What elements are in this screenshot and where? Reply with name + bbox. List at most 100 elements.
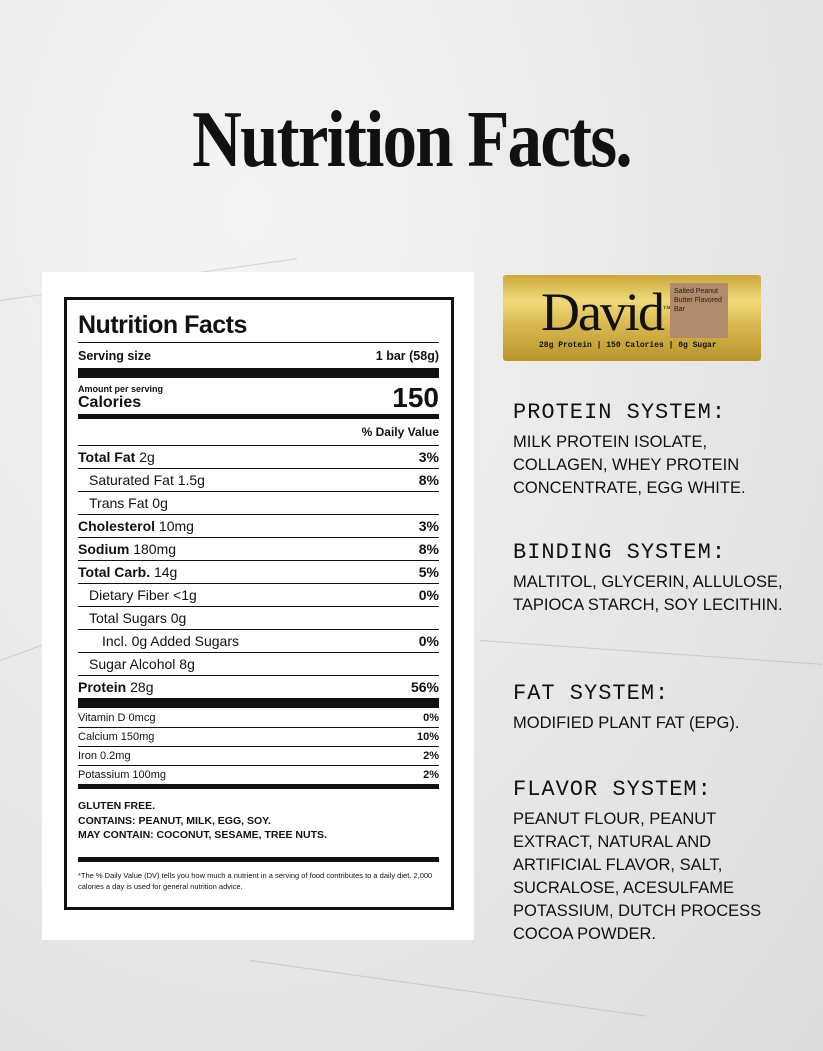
nutrient-dv: 8% [418, 541, 439, 557]
divider [78, 856, 439, 862]
nutrient-label: Cholesterol [78, 518, 156, 534]
nutrient-amount: 28g [130, 679, 154, 695]
flavor-system: FLAVOR SYSTEM: PEANUT FLOUR, PEANUT EXTR… [513, 777, 793, 946]
calories-label: Calories [78, 394, 142, 411]
vitamin-name: Calcium 150mg [78, 731, 155, 743]
nutrient-amount: 1.5g [177, 472, 205, 488]
vitamin-dv: 10% [416, 731, 439, 743]
nutrient-name: Sodium 180mg [78, 541, 176, 557]
system-body: MODIFIED PLANT FAT (EPG). [513, 714, 740, 732]
allergen-info: GLUTEN FREE. CONTAINS: PEANUT, MILK, EGG… [78, 789, 439, 857]
divider [78, 698, 439, 708]
brand-logo: David™ [541, 281, 671, 343]
nutrient-name: Saturated Fat 1.5g [89, 472, 205, 488]
product-strip: 28g Protein | 150 Calories | 0g Sugar [539, 341, 717, 350]
serving-size-label: Serving size [78, 348, 151, 363]
nutrient-label: Saturated Fat [89, 472, 174, 488]
nutrient-name: Total Carb. 14g [78, 564, 177, 580]
trademark: ™ [662, 304, 671, 313]
nutrient-row: Total Carb. 14g 5% [78, 560, 439, 583]
nutrient-dv: 56% [410, 679, 439, 695]
nutrient-label: Total Fat [78, 449, 136, 465]
nutrient-row: Sugar Alcohol 8g [78, 652, 439, 675]
divider [78, 368, 439, 378]
vitamin-dv: 2% [423, 750, 439, 762]
protein-system: PROTEIN SYSTEM: MILK PROTEIN ISOLATE, CO… [513, 400, 793, 500]
amount-per-serving: Amount per serving [78, 384, 164, 394]
nutrient-label: Incl. 0g Added Sugars [102, 633, 239, 649]
nutrient-row: Incl. 0g Added Sugars 0% [78, 629, 439, 652]
nutrient-dv: 8% [418, 472, 439, 488]
divider [78, 784, 439, 789]
marble-vein [479, 640, 823, 665]
nutrient-dv: 5% [418, 564, 439, 580]
nutrient-amount: 0g [170, 610, 187, 626]
nutrient-name: Sugar Alcohol 8g [89, 656, 195, 672]
nutrient-row: Sodium 180mg 8% [78, 537, 439, 560]
system-heading: PROTEIN SYSTEM: [513, 400, 727, 425]
nutrient-name: Total Sugars 0g [89, 610, 186, 626]
allergen-line: MAY CONTAIN: COCONUT, SESAME, TREE NUTS. [78, 829, 327, 841]
nutrient-label: Sugar Alcohol [89, 656, 176, 672]
nutrient-name: Trans Fat 0g [89, 495, 168, 511]
nutrient-row: Total Fat 2g 3% [78, 445, 439, 468]
nutrient-row: Total Sugars 0g [78, 606, 439, 629]
nutrient-name: Total Fat 2g [78, 449, 155, 465]
nutrient-label: Protein [78, 679, 127, 695]
fat-system: FAT SYSTEM: MODIFIED PLANT FAT (EPG). [513, 681, 793, 735]
label-title: Nutrition Facts [78, 311, 247, 339]
vitamin-dv: 0% [423, 711, 439, 724]
nutrient-amount: 14g [153, 564, 178, 580]
nutrient-label: Total Carb. [78, 564, 151, 580]
nutrient-label: Sodium [78, 541, 130, 557]
vitamin-name: Potassium 100mg [78, 769, 167, 781]
system-body: PEANUT FLOUR, PEANUT EXTRACT, NATURAL AN… [513, 810, 762, 943]
nutrient-amount: 10mg [158, 518, 194, 534]
footnote: *The % Daily Value (DV) tells you how mu… [78, 870, 433, 891]
calories-value: 150 [392, 382, 439, 413]
vitamin-row: Vitamin D 0mcg 0% [78, 708, 439, 727]
divider [78, 414, 439, 419]
vitamin-name: Iron 0.2mg [78, 750, 131, 762]
vitamin-row: Iron 0.2mg 2% [78, 746, 439, 765]
nutrient-amount: <1g [173, 587, 197, 603]
nutrient-dv: 0% [418, 587, 439, 603]
nutrient-name: Cholesterol 10mg [78, 518, 194, 534]
nutrient-amount: 2g [139, 449, 155, 465]
nutrient-row: Dietary Fiber <1g 0% [78, 583, 439, 606]
vitamin-name: Vitamin D 0mcg [78, 711, 156, 724]
system-heading: FLAVOR SYSTEM: [513, 777, 712, 802]
page-title: Nutrition Facts. [192, 96, 632, 184]
nutrient-amount: 180mg [133, 541, 177, 557]
nutrient-dv: 3% [418, 449, 439, 465]
system-body: MALTITOL, GLYCERIN, ALLULOSE, TAPIOCA ST… [513, 573, 783, 614]
brand-name: David [541, 282, 665, 342]
vitamin-row: Calcium 150mg 10% [78, 727, 439, 746]
nutrient-dv: 3% [418, 518, 439, 534]
vitamin-row: Potassium 100mg 2% [78, 765, 439, 784]
system-body: MILK PROTEIN ISOLATE, COLLAGEN, WHEY PRO… [513, 433, 746, 497]
flavor-tag: Salted Peanut Butter Flavored Bar [670, 283, 728, 338]
dv-header: % Daily Value [361, 425, 439, 439]
product-image: David™ Salted Peanut Butter Flavored Bar… [503, 275, 761, 361]
nutrient-row: Protein 28g 56% [78, 675, 439, 698]
nutrition-label-card: Nutrition Facts Serving size 1 bar (58g)… [42, 272, 474, 940]
nutrient-dv: 0% [418, 633, 439, 649]
nutrient-amount: 0g [152, 495, 168, 511]
allergen-line: CONTAINS: PEANUT, MILK, EGG, SOY. [78, 814, 271, 827]
allergen-line: GLUTEN FREE. [78, 800, 156, 812]
vitamin-dv: 2% [423, 769, 439, 781]
nutrient-row: Saturated Fat 1.5g 8% [78, 468, 439, 491]
nutrient-amount: 8g [179, 656, 195, 672]
nutrient-label: Dietary Fiber [89, 587, 170, 603]
system-heading: FAT SYSTEM: [513, 681, 670, 706]
binding-system: BINDING SYSTEM: MALTITOL, GLYCERIN, ALLU… [513, 540, 793, 617]
nutrient-row: Cholesterol 10mg 3% [78, 514, 439, 537]
nutrient-label: Trans Fat [89, 495, 149, 511]
serving-size-row: Serving size 1 bar (58g) [78, 342, 439, 368]
calories-row: Amount per serving Calories 150 [78, 378, 439, 414]
nutrient-row: Trans Fat 0g [78, 491, 439, 514]
serving-size-value: 1 bar (58g) [375, 348, 439, 363]
nutrition-facts-label: Nutrition Facts Serving size 1 bar (58g)… [64, 297, 454, 910]
system-heading: BINDING SYSTEM: [513, 540, 727, 565]
